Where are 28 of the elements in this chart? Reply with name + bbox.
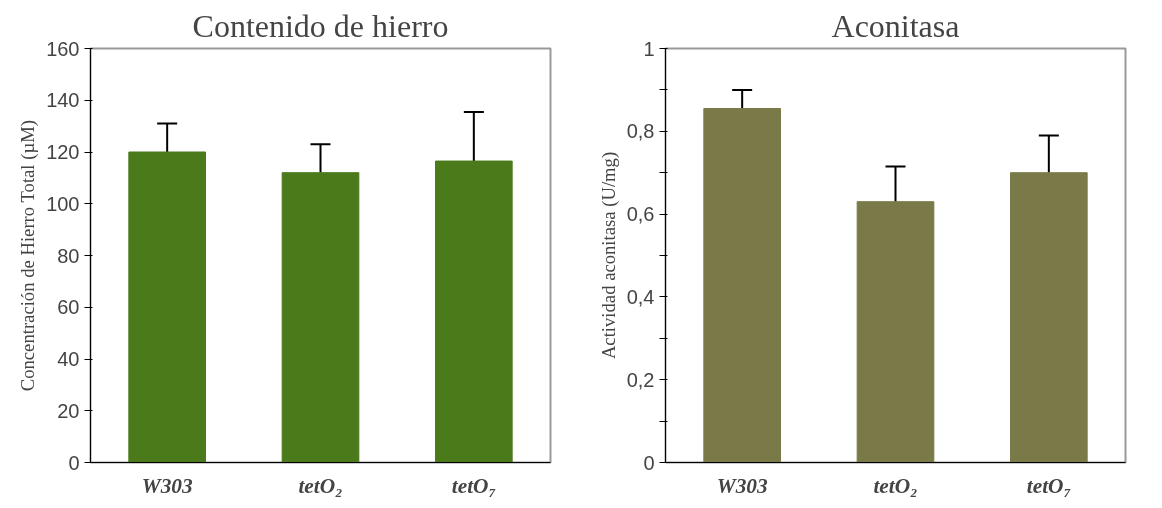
y-tick-label: 0 — [643, 451, 655, 474]
x-tick-label: W303 — [141, 473, 193, 498]
chart-title: Aconitasa — [831, 7, 960, 44]
bar — [703, 108, 781, 463]
y-tick-label: 80 — [57, 244, 80, 267]
bar — [1010, 172, 1088, 463]
y-tick-label: 0,4 — [626, 285, 655, 308]
x-tick-label: tetO₂ — [298, 473, 343, 498]
y-tick-label: 1 — [643, 37, 655, 60]
y-tick-label: 40 — [57, 348, 80, 370]
x-tick-label: W303 — [716, 473, 768, 498]
y-axis-title: Actividad aconitasa (U/mg) — [597, 151, 620, 360]
y-tick-label: 0 — [68, 451, 80, 474]
y-axis-title: Concentración de Hierro Total (µM) — [17, 120, 40, 392]
x-tick-label: tetO₇ — [1026, 473, 1071, 498]
y-tick-label: 0,6 — [626, 203, 655, 226]
y-tick-label: 160 — [46, 37, 80, 60]
x-tick-label: tetO₂ — [873, 473, 918, 498]
y-tick-label: 100 — [46, 192, 80, 215]
y-tick-label: 120 — [46, 141, 80, 163]
y-tick-label: 20 — [57, 399, 80, 422]
y-tick-label: 60 — [57, 296, 80, 319]
bar — [856, 201, 935, 463]
y-tick-label: 0,8 — [626, 120, 655, 143]
chart-title: Contenido de hierro — [192, 7, 449, 44]
y-tick-label: 140 — [46, 89, 80, 112]
x-tick-label: tetO₇ — [451, 473, 496, 498]
y-tick-label: 0,2 — [626, 368, 655, 391]
